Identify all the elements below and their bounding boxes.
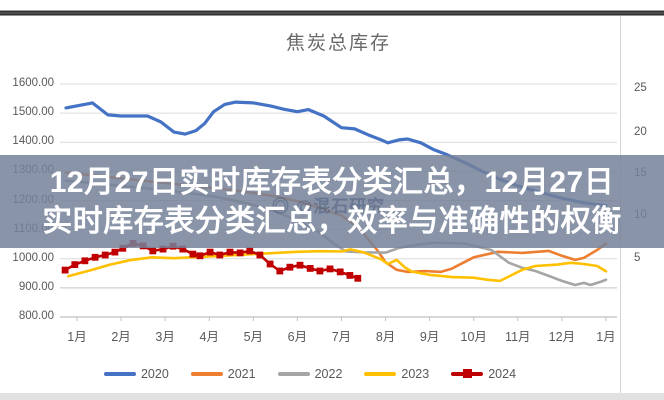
series-marker-2024 — [236, 249, 244, 257]
legend-item-2021: 2021 — [190, 367, 256, 381]
x-tick-label: 12月 — [548, 330, 576, 344]
x-tick-label: 4月 — [199, 330, 219, 344]
legend-item-2020: 2020 — [103, 367, 169, 381]
y-tick-label: 900.00 — [18, 280, 54, 293]
banner-line-2: 实时库存表分类汇总，效率与准确性的权衡 — [42, 204, 622, 238]
bottom-strip — [0, 393, 664, 400]
series-marker-2024 — [101, 251, 109, 259]
x-tick-label: 8月 — [375, 330, 396, 344]
x-tick-label: 2月 — [111, 330, 131, 344]
legend-label: 2021 — [227, 367, 256, 381]
x-tick-label: 1月 — [67, 330, 87, 344]
top-double-border — [0, 10, 664, 16]
legend-item-2022: 2022 — [277, 367, 343, 381]
legend-marker — [463, 369, 473, 379]
series-line-2023 — [66, 248, 608, 283]
series-marker-2024 — [226, 248, 234, 256]
legend-label: 2024 — [488, 367, 517, 381]
y-tick-label: 1500.00 — [12, 106, 54, 119]
x-tick-label: 11月 — [505, 330, 531, 344]
y-tick-label: 800.00 — [18, 310, 54, 322]
chart-legend: 2020 2021 2022 2023 2024 — [0, 367, 620, 381]
series-marker-2024 — [296, 261, 304, 269]
series-marker-2024 — [189, 250, 197, 258]
series-marker-2024 — [196, 252, 204, 260]
series-marker-2024 — [316, 267, 324, 275]
legend-label: 2023 — [401, 367, 430, 381]
legend-swatch — [277, 372, 310, 376]
series-marker-2024 — [119, 244, 127, 252]
series-line-2024 — [63, 242, 360, 280]
series-marker-2024 — [246, 247, 254, 255]
legend-swatch — [451, 369, 484, 379]
legend-item-2024: 2024 — [451, 367, 516, 381]
series-marker-2024 — [336, 268, 344, 276]
x-tick-label: 5月 — [243, 330, 264, 344]
overlay-banner: ◎ @混石研究 12月27日实时库存表分类汇总，12月27日 实时库存表分类汇总… — [0, 155, 664, 248]
series-marker-2024 — [81, 257, 89, 265]
legend-swatch — [103, 372, 136, 376]
x-tick-label: 1月 — [596, 330, 616, 344]
adjacent-y-tick-label: 25 — [634, 82, 647, 94]
y-tick-label: 1400.00 — [12, 135, 54, 148]
x-tick-label: 6月 — [287, 330, 308, 344]
x-tick-label: 10月 — [460, 330, 487, 344]
series-marker-2024 — [346, 272, 354, 279]
series-marker-2024 — [286, 263, 294, 271]
series-marker-2024 — [179, 245, 187, 253]
y-tick-label: 1600.00 — [12, 77, 54, 89]
adjacent-y-tick-label: 20 — [634, 126, 647, 138]
legend-item-2023: 2023 — [364, 367, 429, 381]
legend-swatch — [364, 372, 397, 376]
series-marker-2024 — [149, 247, 157, 255]
series-marker-2024 — [91, 253, 99, 261]
y-tick-label: 1000.00 — [12, 251, 54, 264]
legend-label: 2020 — [140, 367, 169, 381]
series-marker-2024 — [71, 261, 79, 268]
series-marker-2024 — [206, 248, 214, 256]
x-tick-label: 3月 — [155, 330, 175, 344]
chart-title: 焦炭总库存 — [285, 33, 391, 54]
series-marker-2024 — [159, 245, 167, 253]
series-marker-2024 — [111, 248, 119, 256]
legend-label: 2022 — [314, 367, 343, 381]
legend-swatch — [190, 372, 223, 376]
series-marker-2024 — [266, 260, 274, 268]
watermark-text: ◎ @混石研究 — [271, 197, 386, 216]
series-marker-2024 — [216, 251, 224, 259]
series-marker-2024 — [354, 274, 362, 282]
series-marker-2024 — [276, 267, 284, 275]
x-tick-label: 9月 — [419, 330, 440, 344]
series-marker-2024 — [61, 266, 69, 274]
banner-line-1: 12月27日实时库存表分类汇总，12月27日 — [49, 165, 615, 199]
series-marker-2024 — [256, 251, 264, 259]
series-marker-2024 — [326, 265, 334, 273]
series-marker-2024 — [306, 265, 314, 272]
adjacent-y-tick-label: 5 — [634, 252, 641, 264]
x-tick-label: 7月 — [331, 330, 352, 344]
